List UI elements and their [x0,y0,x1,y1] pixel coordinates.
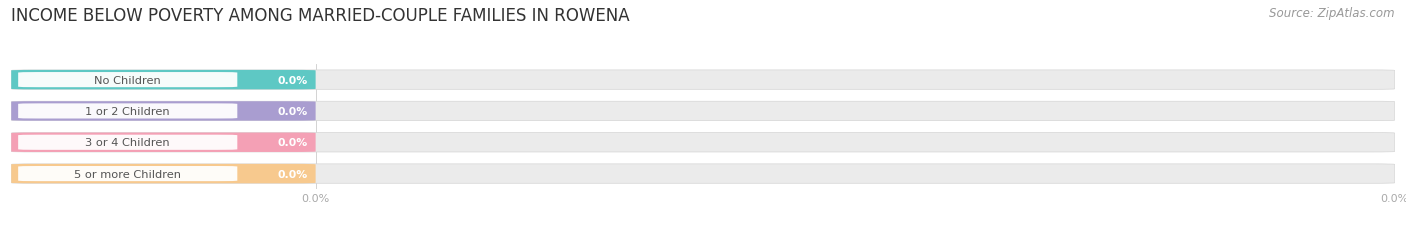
Text: 0.0%: 0.0% [277,106,308,116]
FancyBboxPatch shape [18,166,238,181]
FancyBboxPatch shape [11,71,315,90]
Text: No Children: No Children [94,75,162,85]
Text: 1 or 2 Children: 1 or 2 Children [86,106,170,116]
FancyBboxPatch shape [18,135,238,150]
Text: 0.0%: 0.0% [277,169,308,179]
Text: Source: ZipAtlas.com: Source: ZipAtlas.com [1270,7,1395,20]
Text: 5 or more Children: 5 or more Children [75,169,181,179]
Text: INCOME BELOW POVERTY AMONG MARRIED-COUPLE FAMILIES IN ROWENA: INCOME BELOW POVERTY AMONG MARRIED-COUPL… [11,7,630,25]
FancyBboxPatch shape [11,133,1395,152]
Text: 3 or 4 Children: 3 or 4 Children [86,138,170,148]
FancyBboxPatch shape [11,102,1395,121]
FancyBboxPatch shape [11,71,1395,90]
FancyBboxPatch shape [18,73,238,88]
FancyBboxPatch shape [11,164,315,183]
FancyBboxPatch shape [11,102,315,121]
Text: 0.0%: 0.0% [277,138,308,148]
FancyBboxPatch shape [18,104,238,119]
Text: 0.0%: 0.0% [277,75,308,85]
FancyBboxPatch shape [11,133,315,152]
FancyBboxPatch shape [11,164,1395,183]
